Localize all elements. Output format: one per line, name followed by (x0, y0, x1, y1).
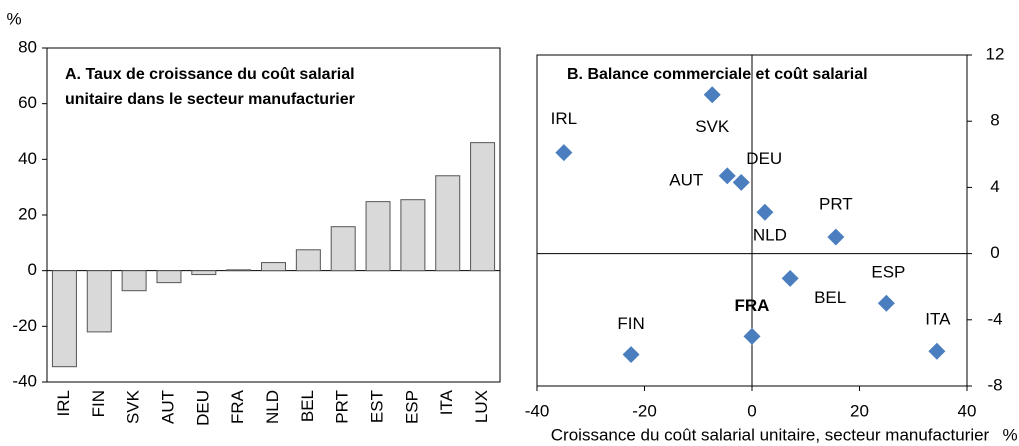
x-tick-label: -20 (632, 401, 657, 420)
x-tick-label: IRL (54, 390, 73, 416)
point-label: PRT (819, 195, 853, 214)
point (703, 86, 721, 104)
y-tick-label: 80 (18, 37, 37, 56)
bar (86, 270, 112, 333)
point (928, 342, 946, 360)
y-axis-label: % (6, 9, 21, 28)
y-tick-label: 60 (18, 93, 37, 112)
x-axis-unit: % (1002, 425, 1017, 444)
x-tick-label: LUX (472, 390, 491, 423)
point-label: DEU (746, 149, 782, 168)
y-tick-label: 20 (18, 204, 37, 223)
point (622, 346, 640, 364)
point (743, 327, 761, 345)
x-tick-label: AUT (158, 390, 177, 424)
x-tick-label: NLD (263, 390, 282, 424)
point (827, 228, 845, 246)
x-tick-label: SVK (124, 389, 143, 424)
y-tick-label: 40 (18, 149, 37, 168)
bar (295, 249, 321, 272)
chart-title: A. Taux de croissance du coût salarial (65, 66, 355, 83)
point (877, 294, 895, 312)
point (756, 203, 774, 221)
bar (121, 270, 147, 292)
y-tick-label: -20 (12, 316, 37, 335)
bar (400, 199, 426, 272)
x-axis-label: Croissance du coût salarial unitaire, se… (551, 425, 990, 444)
x-tick-label: ITA (437, 389, 456, 415)
bar (365, 201, 391, 272)
bar (156, 270, 182, 284)
point-label: AUT (669, 170, 703, 189)
point-label: BEL (814, 288, 846, 307)
bar (435, 175, 461, 272)
bar (51, 270, 77, 368)
bar (330, 226, 356, 272)
point-label: NLD (753, 226, 787, 245)
y-tick-label: -40 (12, 371, 37, 390)
bar (226, 269, 252, 272)
x-tick-label: BEL (298, 390, 317, 422)
y-tick-label: -8 (987, 375, 1002, 394)
x-tick-label: PRT (333, 390, 352, 424)
point-label: ITA (925, 310, 951, 329)
x-tick-label: EST (368, 390, 387, 423)
point-label: FIN (617, 314, 644, 333)
x-tick-label: DEU (193, 390, 212, 426)
y-tick-label: 0 (28, 260, 37, 279)
x-tick-label: 40 (958, 401, 977, 420)
point-label: IRL (551, 109, 577, 128)
y-tick-label: 0 (990, 243, 999, 262)
point (732, 173, 750, 191)
bar (191, 270, 217, 276)
x-tick-label: FIN (89, 390, 108, 417)
point-label: FRA (735, 296, 770, 315)
chart-title: B. Balance commerciale et coût salarial (567, 66, 868, 83)
x-tick-label: -40 (525, 401, 550, 420)
y-tick-label: 4 (990, 177, 999, 196)
point (718, 167, 736, 185)
point (555, 144, 573, 162)
point (781, 269, 799, 287)
bar (261, 262, 286, 272)
chart-title: unitaire dans le secteur manufacturier (65, 91, 355, 108)
point-label: ESP (871, 263, 905, 282)
point-label: SVK (695, 117, 730, 136)
bar (470, 142, 496, 272)
x-tick-label: 0 (747, 401, 756, 420)
x-tick-label: ESP (402, 390, 421, 424)
y-tick-label: 8 (990, 111, 999, 130)
x-tick-label: FRA (228, 389, 247, 424)
x-tick-label: 20 (850, 401, 869, 420)
y-tick-label: -4 (987, 309, 1002, 328)
y-tick-label: 12 (986, 44, 1005, 63)
